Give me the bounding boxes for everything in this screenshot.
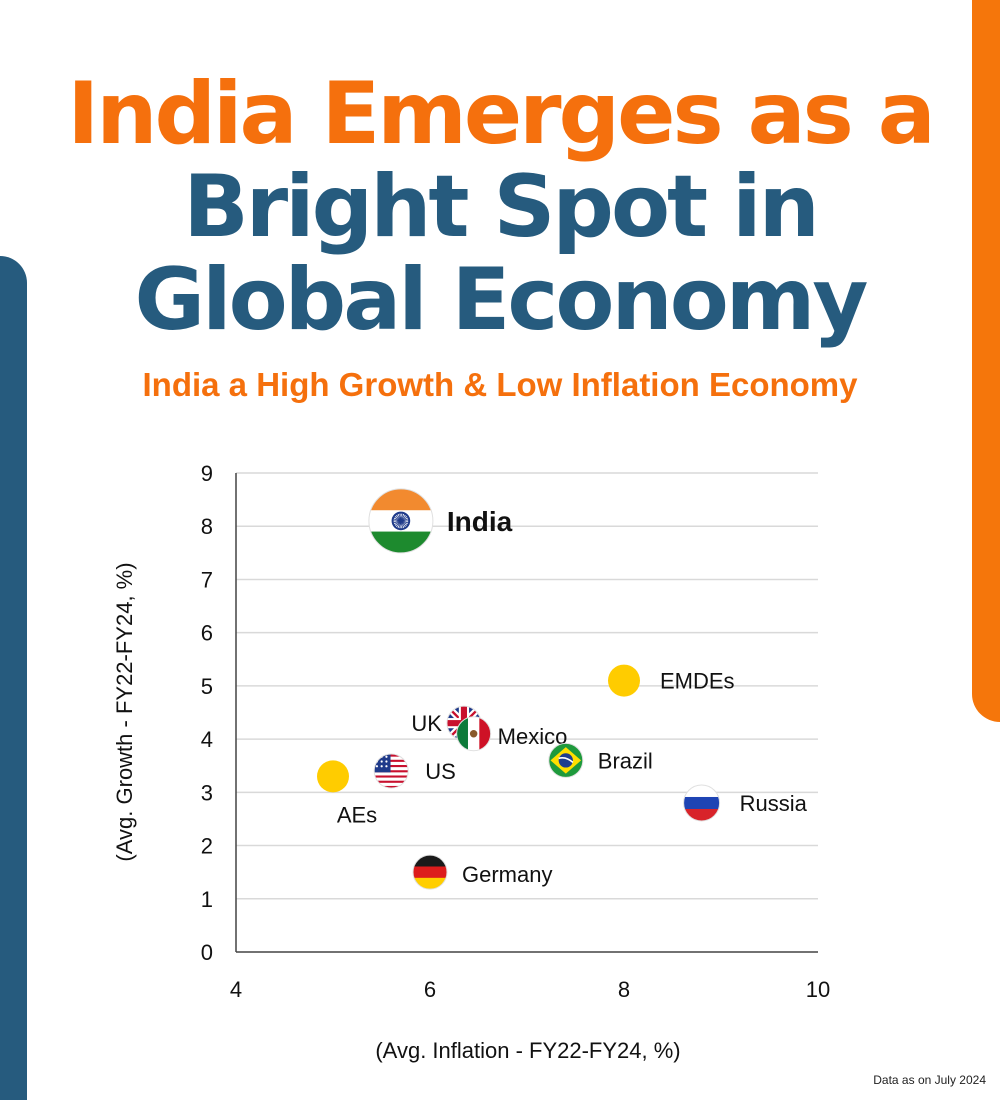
point-us xyxy=(373,753,409,789)
title-line-1: India Emerges as a xyxy=(67,64,936,164)
data-date-note: Data as on July 2024 xyxy=(873,1073,986,1087)
x-tick-label: 4 xyxy=(230,977,242,1002)
point-label-emdes: EMDEs xyxy=(660,669,735,694)
y-tick-label: 2 xyxy=(201,834,213,859)
y-tick-label: 4 xyxy=(201,727,213,752)
y-axis-label: (Avg. Growth - FY22-FY24, %) xyxy=(112,562,137,861)
right-accent-bar xyxy=(972,0,1000,722)
point-aes xyxy=(317,760,349,793)
y-tick-label: 7 xyxy=(201,567,213,592)
x-tick-label: 10 xyxy=(806,977,830,1002)
point-brazil xyxy=(548,742,584,778)
point-mexico xyxy=(456,716,492,752)
point-label-india: India xyxy=(447,506,513,537)
point-russia xyxy=(683,784,721,822)
y-tick-label: 0 xyxy=(201,940,213,965)
point-label-mexico: Mexico xyxy=(498,724,568,749)
point-label-us: US xyxy=(425,759,456,784)
title-line-3: Global Economy xyxy=(134,250,869,350)
y-tick-label: 8 xyxy=(201,514,213,539)
x-tick-label: 6 xyxy=(424,977,436,1002)
y-tick-label: 6 xyxy=(201,621,213,646)
point-label-uk: UK xyxy=(411,711,442,736)
y-tick-label: 9 xyxy=(201,461,213,486)
left-accent-bar xyxy=(0,256,27,1100)
point-germany xyxy=(412,854,448,890)
point-label-russia: Russia xyxy=(740,791,808,816)
page-title: India Emerges as a Bright Spot in Global… xyxy=(0,68,1000,347)
point-india xyxy=(368,488,434,554)
title-line-2: Bright Spot in xyxy=(183,157,820,257)
point-label-aes: AEs xyxy=(337,802,377,827)
y-tick-label: 3 xyxy=(201,780,213,805)
y-tick-label: 1 xyxy=(201,887,213,912)
x-axis-label: (Avg. Inflation - FY22-FY24, %) xyxy=(375,1038,680,1063)
subtitle: India a High Growth & Low Inflation Econ… xyxy=(142,366,858,403)
point-label-brazil: Brazil xyxy=(598,748,653,773)
point-label-germany: Germany xyxy=(462,862,552,887)
x-tick-label: 8 xyxy=(618,977,630,1002)
y-tick-label: 5 xyxy=(201,674,213,699)
point-emdes xyxy=(608,664,640,697)
